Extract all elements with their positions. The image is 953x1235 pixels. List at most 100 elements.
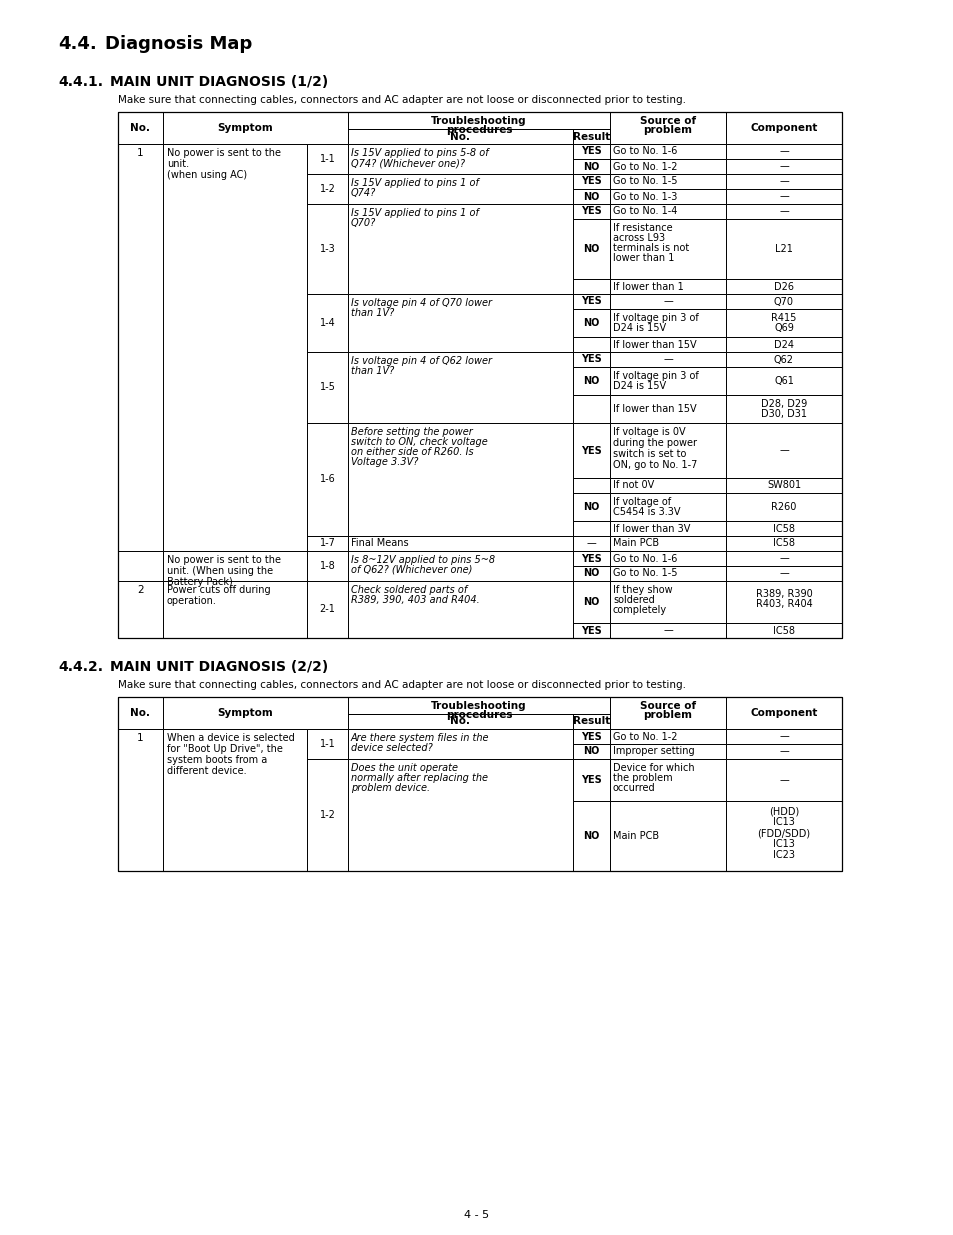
- Text: Is 15V applied to pins 5-8 of: Is 15V applied to pins 5-8 of: [351, 148, 488, 158]
- Bar: [609, 580, 725, 622]
- Text: If not 0V: If not 0V: [613, 480, 654, 490]
- Text: of Q62? (Whichever one): of Q62? (Whichever one): [351, 564, 472, 576]
- Bar: [163, 112, 348, 144]
- Text: No power is sent to the: No power is sent to the: [167, 555, 281, 564]
- Bar: [348, 536, 573, 551]
- Text: switch to ON, check voltage: switch to ON, check voltage: [351, 437, 487, 447]
- Text: If voltage of: If voltage of: [613, 496, 670, 508]
- Bar: [573, 536, 609, 551]
- Bar: [573, 174, 609, 189]
- Text: device selected?: device selected?: [351, 743, 433, 753]
- Bar: [725, 309, 841, 337]
- Text: unit.: unit.: [167, 159, 189, 169]
- Bar: [609, 521, 725, 536]
- Text: 1-6: 1-6: [319, 474, 335, 484]
- Bar: [725, 367, 841, 395]
- Text: Go to No. 1-6: Go to No. 1-6: [613, 147, 677, 157]
- Bar: [163, 729, 307, 871]
- Text: NO: NO: [582, 831, 599, 841]
- Bar: [573, 729, 609, 743]
- Text: NO: NO: [582, 375, 599, 387]
- Bar: [118, 580, 163, 638]
- Text: 4 - 5: 4 - 5: [464, 1210, 489, 1220]
- Text: terminals is not: terminals is not: [613, 243, 688, 253]
- Bar: [307, 580, 348, 638]
- Bar: [609, 551, 725, 566]
- Text: 1-5: 1-5: [319, 383, 335, 393]
- Bar: [609, 743, 725, 760]
- Bar: [573, 159, 609, 174]
- Text: —: —: [779, 776, 788, 785]
- Bar: [573, 204, 609, 219]
- Bar: [348, 352, 573, 424]
- Text: 1-3: 1-3: [319, 245, 335, 254]
- Text: D28, D29: D28, D29: [760, 399, 806, 409]
- Text: Component: Component: [749, 708, 817, 718]
- Bar: [307, 204, 348, 294]
- Bar: [348, 112, 609, 144]
- Text: —: —: [662, 296, 672, 306]
- Text: If voltage is 0V: If voltage is 0V: [613, 427, 685, 437]
- Text: IC58: IC58: [772, 625, 794, 636]
- Text: MAIN UNIT DIAGNOSIS (1/2): MAIN UNIT DIAGNOSIS (1/2): [110, 75, 328, 89]
- Bar: [725, 802, 841, 871]
- Text: than 1V?: than 1V?: [351, 308, 394, 317]
- Text: YES: YES: [580, 296, 601, 306]
- Text: Q70: Q70: [773, 296, 793, 306]
- Text: on either side of R260. Is: on either side of R260. Is: [351, 447, 473, 457]
- Bar: [307, 424, 348, 536]
- Text: No.: No.: [450, 716, 470, 726]
- Text: problem device.: problem device.: [351, 783, 430, 793]
- Text: C5454 is 3.3V: C5454 is 3.3V: [613, 508, 679, 517]
- Text: Battery Pack): Battery Pack): [167, 577, 233, 587]
- Text: Symptom: Symptom: [217, 708, 273, 718]
- Bar: [609, 112, 725, 144]
- Text: Power cuts off during: Power cuts off during: [167, 585, 271, 595]
- Text: —: —: [662, 354, 672, 364]
- Bar: [609, 352, 725, 367]
- Bar: [609, 424, 725, 478]
- Text: NO: NO: [582, 501, 599, 513]
- Bar: [573, 395, 609, 424]
- Text: (HDD): (HDD): [768, 806, 799, 816]
- Text: If voltage pin 3 of: If voltage pin 3 of: [613, 370, 698, 382]
- Text: Does the unit operate: Does the unit operate: [351, 763, 457, 773]
- Bar: [573, 424, 609, 478]
- Text: Go to No. 1-5: Go to No. 1-5: [613, 177, 677, 186]
- Bar: [307, 551, 348, 580]
- Bar: [307, 536, 348, 551]
- Text: soldered: soldered: [613, 595, 654, 605]
- Text: Q74? (Whichever one)?: Q74? (Whichever one)?: [351, 158, 464, 168]
- Bar: [725, 112, 841, 144]
- Bar: [609, 159, 725, 174]
- Bar: [118, 697, 841, 729]
- Text: 1-2: 1-2: [319, 810, 335, 820]
- Text: 1-7: 1-7: [319, 538, 335, 548]
- Bar: [163, 580, 307, 638]
- Text: (when using AC): (when using AC): [167, 170, 247, 180]
- Text: D30, D31: D30, D31: [760, 409, 806, 419]
- Text: L21: L21: [774, 245, 792, 254]
- Bar: [118, 112, 841, 144]
- Bar: [725, 174, 841, 189]
- Text: Device for which: Device for which: [613, 763, 694, 773]
- Text: 2: 2: [137, 585, 144, 595]
- Bar: [307, 352, 348, 424]
- Text: Troubleshooting: Troubleshooting: [431, 701, 526, 711]
- Text: Result: Result: [572, 716, 610, 726]
- Text: than 1V?: than 1V?: [351, 366, 394, 375]
- Text: IC58: IC58: [772, 538, 794, 548]
- Text: D26: D26: [773, 282, 793, 291]
- Text: Is 8~12V applied to pins 5~8: Is 8~12V applied to pins 5~8: [351, 555, 495, 564]
- Text: (FDD/SDD): (FDD/SDD): [757, 827, 810, 839]
- Text: Voltage 3.3V?: Voltage 3.3V?: [351, 457, 418, 467]
- Bar: [725, 521, 841, 536]
- Bar: [348, 760, 573, 871]
- Text: unit. (When using the: unit. (When using the: [167, 566, 273, 576]
- Text: Source of: Source of: [639, 116, 696, 126]
- Text: for "Boot Up Drive", the: for "Boot Up Drive", the: [167, 743, 283, 755]
- Bar: [609, 294, 725, 309]
- Bar: [609, 367, 725, 395]
- Text: —: —: [779, 568, 788, 578]
- Text: procedures: procedures: [445, 710, 512, 720]
